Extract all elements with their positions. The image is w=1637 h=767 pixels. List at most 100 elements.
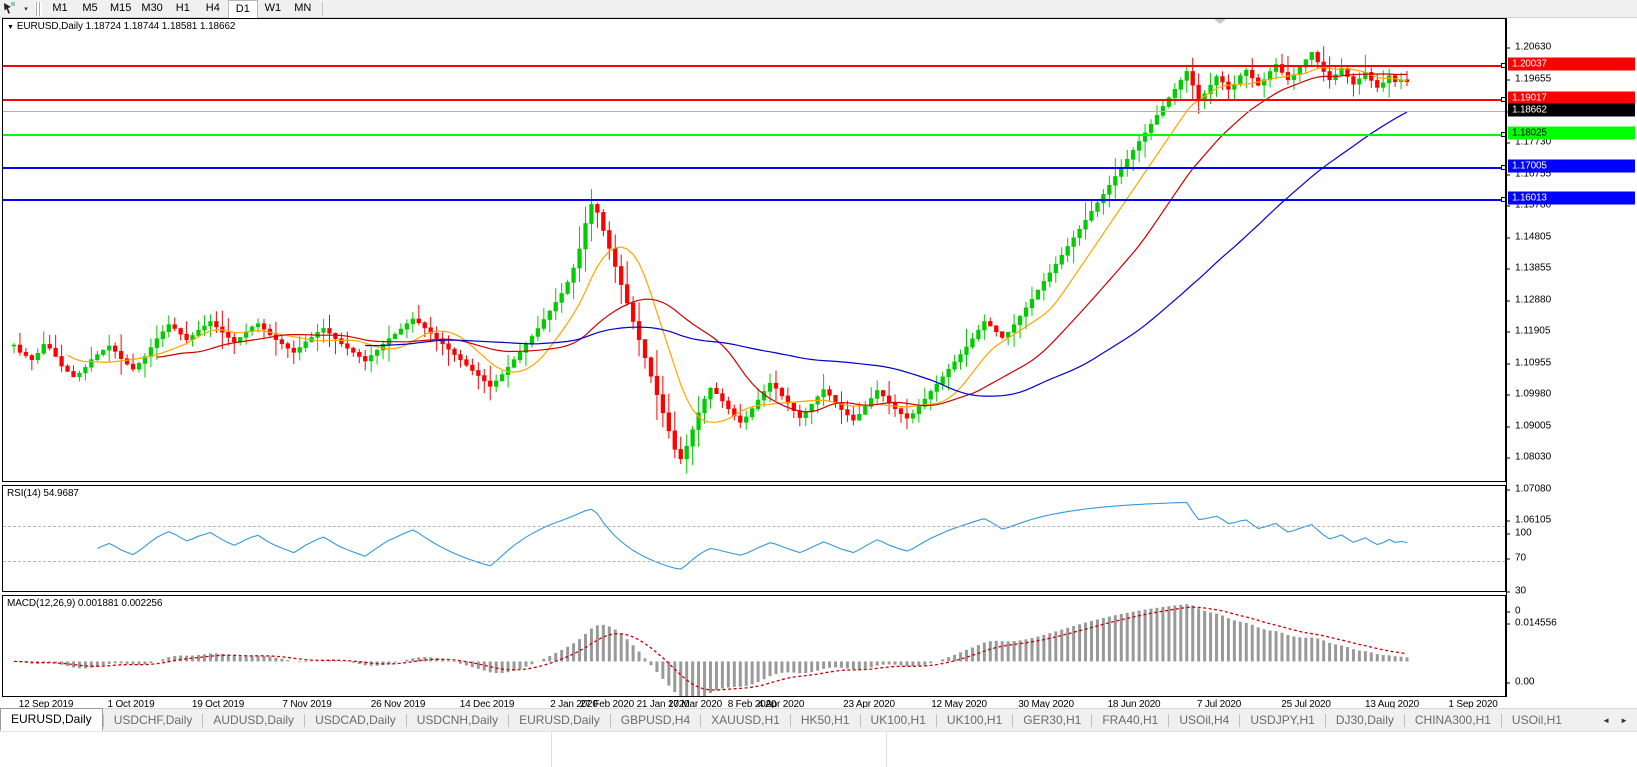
price-chip-resistance-1[interactable]: 1.20037 xyxy=(1508,57,1635,71)
price-tick: 1.19655 xyxy=(1506,74,1551,85)
chart-canvas-area[interactable]: ▼ EURUSD,Daily 1.18724 1.18744 1.18581 1.… xyxy=(0,18,1637,726)
timeframe-w1[interactable]: W1 xyxy=(264,2,282,14)
chart-tab-uk100-h1[interactable]: UK100,H1 xyxy=(870,713,926,727)
date-tick: 18 Jun 2020 xyxy=(1107,699,1161,710)
price-tick: 1.09005 xyxy=(1506,421,1551,432)
current-price-line xyxy=(3,111,1505,112)
tab-divider xyxy=(935,714,937,727)
chart-tab-gbpusd-h4[interactable]: GBPUSD,H4 xyxy=(620,713,691,727)
chart-tab-uk100-h1[interactable]: UK100,H1 xyxy=(946,713,1003,727)
level-drag-handle[interactable] xyxy=(1501,197,1506,202)
price-tick: 1.09980 xyxy=(1506,389,1551,400)
price-series-svg xyxy=(11,46,1410,474)
price-scale[interactable]: 1.20630 1.19655 1.18662 1.17730 1.16755 1.157… xyxy=(1506,18,1637,726)
macd-histogram xyxy=(18,604,1409,696)
price-pane-label: ▼ EURUSD,Daily 1.18724 1.18744 1.18581 1.… xyxy=(7,21,235,32)
toolbar-dropdown-caret-icon[interactable]: ▾ xyxy=(24,5,28,13)
chart-tab-usoil-h4[interactable]: USOil,H4 xyxy=(1179,713,1230,727)
level-line-support-blue-2[interactable] xyxy=(3,197,1506,202)
macd-series-svg xyxy=(13,604,1409,696)
date-tick: 26 Nov 2019 xyxy=(370,699,426,710)
tab-divider xyxy=(859,714,861,727)
level-drag-handle[interactable] xyxy=(1501,132,1506,137)
tab-divider xyxy=(1168,714,1170,727)
level-drag-handle[interactable] xyxy=(1501,165,1506,170)
timeframe-m30[interactable]: M30 xyxy=(141,2,163,14)
collapse-caret-icon[interactable]: ▼ xyxy=(7,24,14,31)
rsi-level-70-line xyxy=(3,526,1505,527)
level-drag-handle[interactable] xyxy=(1501,63,1506,68)
chart-tab-china300-h1[interactable]: CHINA300,H1 xyxy=(1414,713,1491,727)
timeframe-h1[interactable]: H1 xyxy=(175,2,190,14)
price-pane[interactable]: ▼ EURUSD,Daily 1.18724 1.18744 1.18581 1.… xyxy=(2,18,1506,482)
macd-pane[interactable]: MACD(12,26,9) 0.001881 0.002256 xyxy=(2,595,1506,697)
level-line-resistance-2[interactable] xyxy=(3,97,1506,102)
date-tick: 4 Apr 2020 xyxy=(757,699,805,710)
macd-tick: 0.014556 xyxy=(1506,618,1557,629)
tab-divider xyxy=(1239,714,1241,727)
date-tick: 17 Mar 2020 xyxy=(668,699,722,710)
chart-tab-xauusd-h1[interactable]: XAUUSD,H1 xyxy=(711,713,780,727)
tab-divider xyxy=(1091,714,1093,727)
chart-tab-eurusd-daily[interactable]: EURUSD,Daily xyxy=(0,708,103,731)
chart-tab-usdcnh-daily[interactable]: USDCNH,Daily xyxy=(416,713,499,727)
price-chip-support-blue-1[interactable]: 1.17005 xyxy=(1508,159,1635,173)
macd-pane-label: MACD(12,26,9) 0.001881 0.002256 xyxy=(7,598,163,609)
date-tick: 2 Jan 2020 xyxy=(550,699,598,710)
price-tick: 1.07080 xyxy=(1506,484,1551,495)
tab-divider xyxy=(1324,714,1326,727)
symbol-ohlc-text: EURUSD,Daily 1.18724 1.18744 1.18581 1.1… xyxy=(16,21,236,32)
chart-tab-dj30-daily[interactable]: DJ30,Daily xyxy=(1335,713,1394,727)
price-tick: 1.15780 xyxy=(1506,200,1551,211)
rsi-pane[interactable]: RSI(14) 54.9687 xyxy=(2,485,1506,592)
date-scale[interactable]: 12 Sep 2019 1 Oct 2019 19 Oct 2019 7 Nov 20… xyxy=(0,697,1504,713)
toolbar-divider xyxy=(321,1,323,16)
chart-tabs-group: EURUSD,Daily USDCHF,Daily AUDUSD,Daily USDC… xyxy=(0,708,1572,731)
date-tick: 7 Jul 2020 xyxy=(1196,699,1242,710)
chart-tab-usdjpy-h1[interactable]: USDJPY,H1 xyxy=(1250,713,1315,727)
chart-tab-fra40-h1[interactable]: FRA40,H1 xyxy=(1102,713,1159,727)
tab-scroll-arrows[interactable]: ◄ ► xyxy=(1597,709,1637,731)
date-tick: 19 Oct 2019 xyxy=(191,699,245,710)
level-line-support-blue-1[interactable] xyxy=(3,165,1506,170)
date-tick: 27 Feb 2020 xyxy=(580,699,634,710)
price-chip-current-price[interactable]: 1.18662 xyxy=(1508,103,1635,117)
timeframe-h4[interactable]: H4 xyxy=(205,2,220,14)
tab-divider xyxy=(1403,714,1405,727)
level-line-support-green[interactable] xyxy=(3,132,1506,137)
timeframe-d1[interactable]: D1 xyxy=(227,0,258,18)
timeframe-m5[interactable]: M5 xyxy=(82,2,98,14)
chart-tab-usdchf-daily[interactable]: USDCHF,Daily xyxy=(113,713,193,727)
date-tick: 1 Oct 2019 xyxy=(107,699,155,710)
toolbar-grip-handle[interactable] xyxy=(35,1,42,16)
chart-tab-usdcad-daily[interactable]: USDCAD,Daily xyxy=(315,713,396,727)
rsi-tick: 70 xyxy=(1506,553,1526,564)
timeframe-m15[interactable]: M15 xyxy=(110,2,132,14)
ma-slow-line xyxy=(365,111,1408,397)
chart-tab-eurusd-daily[interactable]: EURUSD,Daily xyxy=(519,713,600,727)
date-tick: 13 Aug 2020 xyxy=(1365,699,1419,710)
chart-tab-audusd-daily[interactable]: AUDUSD,Daily xyxy=(213,713,295,727)
timeframe-mn[interactable]: MN xyxy=(294,2,312,14)
chart-tab-bar[interactable]: EURUSD,Daily USDCHF,Daily AUDUSD,Daily USDC… xyxy=(0,708,1637,731)
tab-prev-arrow-icon[interactable]: ◄ xyxy=(1602,715,1611,725)
tab-divider xyxy=(508,714,510,727)
price-chip-support-green[interactable]: 1.18025 xyxy=(1508,126,1635,140)
price-tick: 1.16755 xyxy=(1506,169,1551,180)
cursor-tools-icon[interactable] xyxy=(0,1,20,17)
level-drag-handle[interactable] xyxy=(1501,97,1506,102)
level-line-resistance-1[interactable] xyxy=(3,63,1506,68)
price-chip-support-blue-2[interactable]: 1.16013 xyxy=(1508,191,1635,205)
tab-next-arrow-icon[interactable]: ► xyxy=(1620,715,1628,725)
rsi-tick: 30 xyxy=(1506,586,1526,597)
ma-mid-line xyxy=(156,73,1408,413)
chart-tab-hk50-h1[interactable]: HK50,H1 xyxy=(800,713,850,727)
timeframe-m1[interactable]: M1 xyxy=(52,2,68,14)
chart-tab-ger30-h1[interactable]: GER30,H1 xyxy=(1023,713,1082,727)
price-chip-resistance-2[interactable]: 1.19017 xyxy=(1508,91,1635,105)
chart-scroll-marker-icon[interactable] xyxy=(1214,19,1226,24)
price-tick: 1.13855 xyxy=(1506,263,1551,274)
chart-tab-usoil-h1[interactable]: USOil,H1 xyxy=(1511,713,1562,727)
top-toolbar: ▾ M1 M5 M15 M30 H1 H4 D1 W1 MN xyxy=(0,0,1637,18)
tab-divider xyxy=(609,714,611,727)
